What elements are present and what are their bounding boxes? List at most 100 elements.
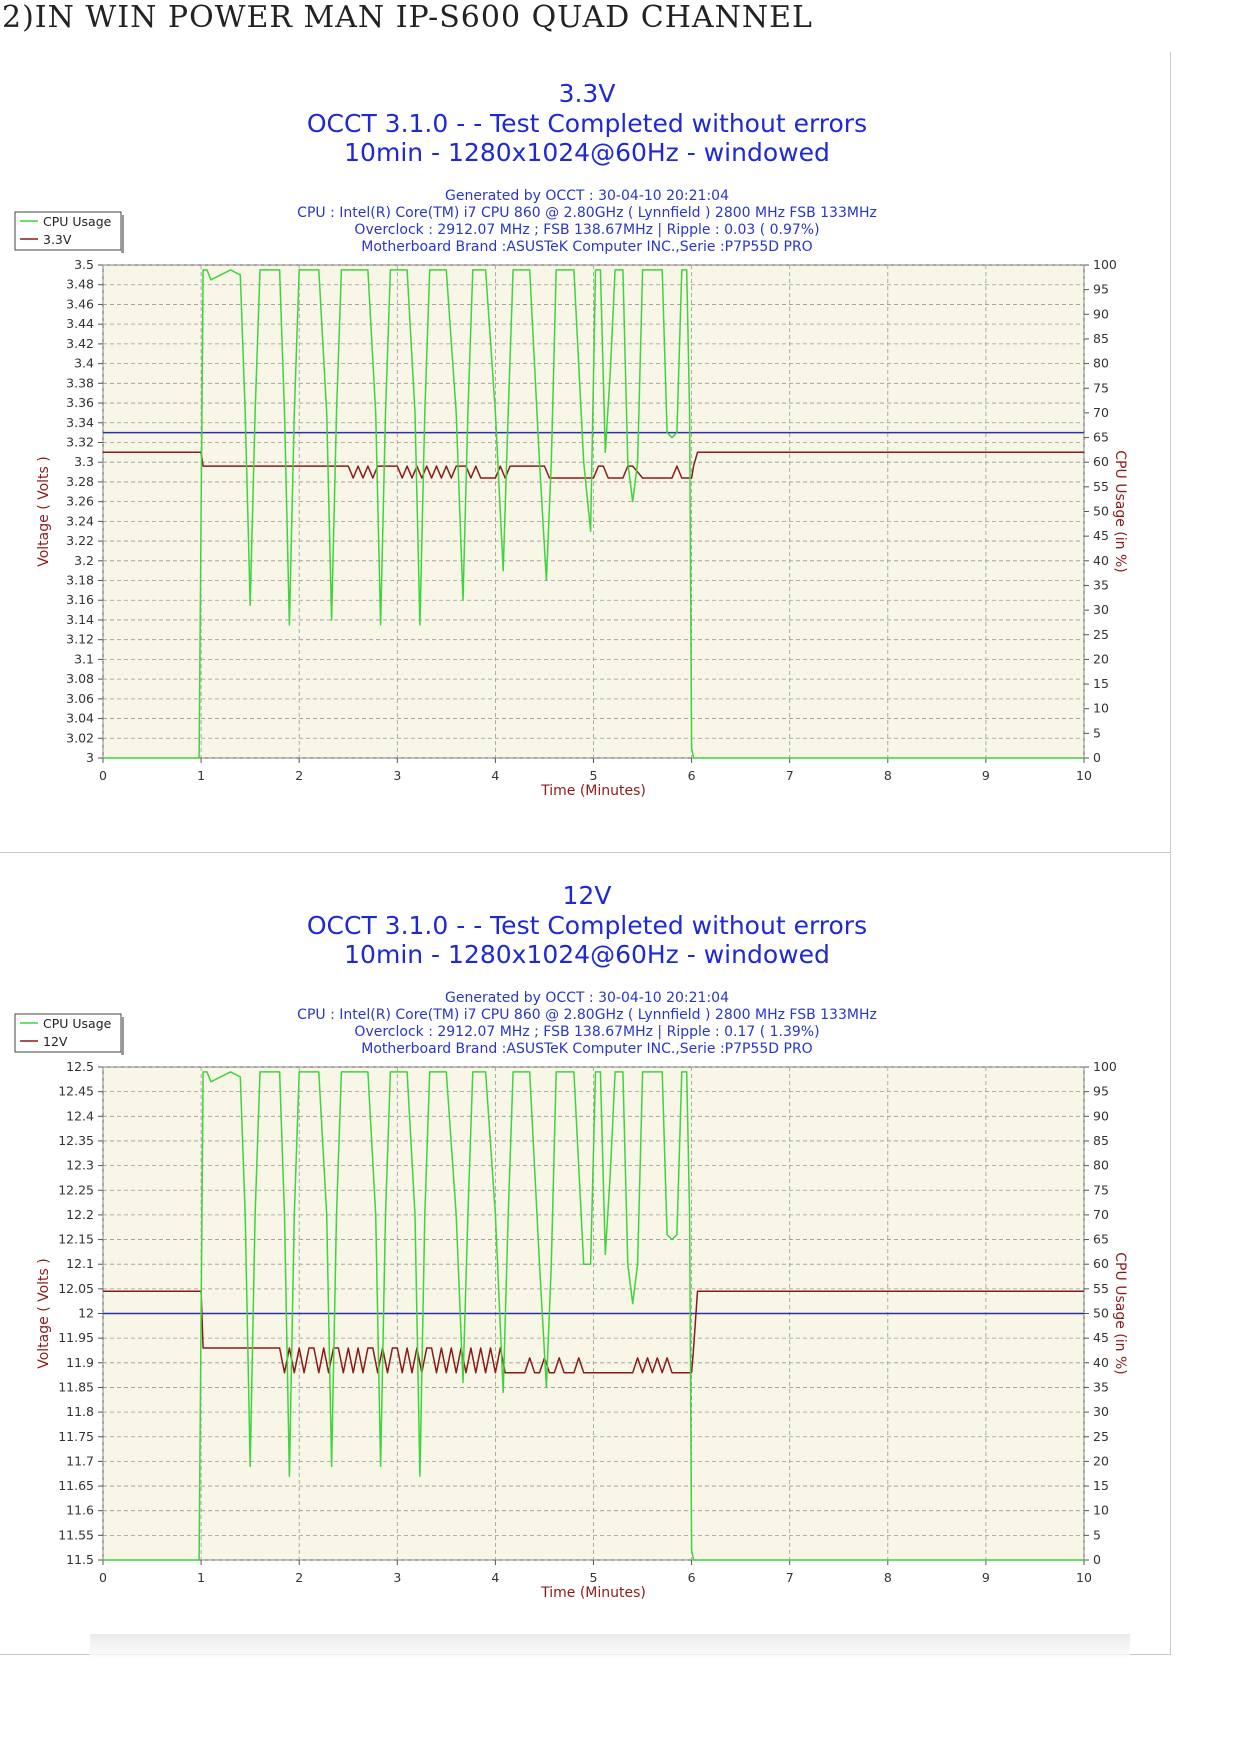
legend: CPU Usage 3.3V [14, 211, 124, 253]
chart-panel-12v: 12V OCCT 3.1.0 - - Test Completed without… [0, 854, 1171, 1655]
y-tick-label-19: 11.55 [58, 1527, 94, 1542]
x-tick-label-5: 5 [590, 768, 598, 783]
series-line-voltage [103, 1290, 1084, 1374]
y-tick-label-15: 11.75 [58, 1429, 94, 1444]
y2-tick-label-20: 0 [1093, 750, 1101, 765]
y-tick-label-8: 12.1 [66, 1256, 94, 1271]
y-tick-label-5: 3.4 [74, 356, 94, 371]
x-tick-label-6: 6 [688, 768, 696, 783]
y-tick-label-7: 12.15 [58, 1232, 94, 1247]
legend-shadow [121, 1017, 124, 1055]
y-tick-label-2: 12.4 [66, 1108, 94, 1123]
y2-tick-label-20: 0 [1093, 1552, 1101, 1567]
x-tick-label-0: 0 [99, 768, 107, 783]
y-tick-label-6: 12.2 [66, 1207, 94, 1222]
y2-tick-label-16: 20 [1093, 651, 1109, 666]
y-tick-label-12: 11.9 [66, 1355, 94, 1370]
y-tick-label-19: 3.12 [66, 632, 94, 647]
x-tick-label-9: 9 [982, 1570, 990, 1585]
y2-tick-label-9: 55 [1093, 479, 1109, 494]
y-tick-label-6: 3.38 [66, 375, 94, 390]
x-tick-label-8: 8 [884, 768, 892, 783]
y-axis-label: Voltage ( Volts ) [36, 456, 52, 567]
series-line-cpu-usage [103, 269, 1084, 759]
x-tick-label-1: 1 [197, 768, 205, 783]
x-tick-label-6: 6 [688, 1570, 696, 1585]
y-tick-label-18: 11.6 [66, 1503, 94, 1518]
x-tick-label-9: 9 [982, 768, 990, 783]
chart-info-line-1: CPU : Intel(R) Core(TM) i7 CPU 860 @ 2.8… [297, 1007, 877, 1023]
chart-subtitle-1: 10min - 1280x1024@60Hz - windowed [344, 138, 830, 167]
y-tick-label-9: 12.05 [58, 1281, 94, 1296]
legend-box [14, 1013, 122, 1053]
y-tick-label-8: 3.34 [66, 415, 94, 430]
y-tick-label-5: 12.25 [58, 1182, 94, 1197]
y2-tick-label-10: 50 [1093, 1306, 1109, 1321]
x-tick-label-4: 4 [491, 768, 499, 783]
y2-tick-label-17: 15 [1093, 676, 1109, 691]
y2-tick-label-1: 95 [1093, 1084, 1109, 1099]
y2-tick-label-8: 60 [1093, 454, 1109, 469]
x-tick-label-8: 8 [884, 1570, 892, 1585]
legend-label-voltage: 12V [43, 1034, 68, 1049]
y2-tick-label-7: 65 [1093, 430, 1109, 445]
y2-tick-label-7: 65 [1093, 1232, 1109, 1247]
y2-tick-label-2: 90 [1093, 306, 1109, 321]
y-tick-label-16: 3.18 [66, 573, 94, 588]
y-tick-label-18: 3.14 [66, 612, 94, 627]
y2-tick-label-12: 40 [1093, 553, 1109, 568]
y-tick-label-11: 11.95 [58, 1330, 94, 1345]
y-tick-label-12: 3.26 [66, 494, 94, 509]
y-tick-label-4: 3.42 [66, 336, 94, 351]
y-tick-label-1: 3.48 [66, 277, 94, 292]
y-tick-label-1: 12.45 [58, 1084, 94, 1099]
y-tick-label-2: 3.46 [66, 296, 94, 311]
y2-tick-label-13: 35 [1093, 1379, 1109, 1394]
y2-tick-label-5: 75 [1093, 1182, 1109, 1197]
y2-tick-label-17: 15 [1093, 1478, 1109, 1493]
y-tick-label-22: 3.06 [66, 691, 94, 706]
y2-tick-label-18: 10 [1093, 701, 1109, 716]
y2-tick-label-3: 85 [1093, 331, 1109, 346]
y2-tick-label-11: 45 [1093, 1330, 1109, 1345]
y2-tick-label-10: 50 [1093, 504, 1109, 519]
y-tick-label-9: 3.32 [66, 434, 94, 449]
chart-title: 12V [563, 881, 612, 910]
y-tick-label-14: 11.8 [66, 1404, 94, 1419]
y-tick-label-4: 12.3 [66, 1158, 94, 1173]
y2-tick-label-5: 75 [1093, 380, 1109, 395]
y2-tick-label-11: 45 [1093, 528, 1109, 543]
y2-tick-label-19: 5 [1093, 1527, 1101, 1542]
document-heading: 2)IN WIN POWER MAN IP-S600 QUAD CHANNEL [2, 0, 813, 35]
chart-info-line-2: Overclock : 2912.07 MHz ; FSB 138.67MHz … [354, 1024, 819, 1040]
y2-tick-label-2: 90 [1093, 1108, 1109, 1123]
y-tick-label-23: 3.04 [66, 711, 94, 726]
y-tick-label-24: 3.02 [66, 730, 94, 745]
x-tick-label-2: 2 [295, 1570, 303, 1585]
y-tick-label-7: 3.36 [66, 395, 94, 410]
y2-tick-label-4: 80 [1093, 1158, 1109, 1173]
y-axis-label: Voltage ( Volts ) [36, 1258, 52, 1369]
y-tick-label-11: 3.28 [66, 474, 94, 489]
y-tick-label-3: 12.35 [58, 1133, 94, 1148]
y-tick-label-15: 3.2 [74, 553, 94, 568]
y2-tick-label-14: 30 [1093, 1404, 1109, 1419]
page-shadow [90, 1634, 1130, 1660]
chart-info-line-1: CPU : Intel(R) Core(TM) i7 CPU 860 @ 2.8… [297, 205, 877, 221]
chart-subtitle-1: 10min - 1280x1024@60Hz - windowed [344, 940, 830, 969]
x-tick-label-10: 10 [1076, 768, 1092, 783]
y2-tick-label-14: 30 [1093, 602, 1109, 617]
legend: CPU Usage 12V [14, 1013, 124, 1055]
y2-tick-label-6: 70 [1093, 405, 1109, 420]
y-tick-label-3: 3.44 [66, 316, 94, 331]
chart-info-line-0: Generated by OCCT : 30-04-10 20:21:04 [445, 188, 729, 204]
y-tick-label-0: 3.5 [74, 257, 94, 272]
series-line-cpu-usage [103, 1071, 1084, 1561]
y-tick-label-20: 3.1 [74, 651, 94, 666]
x-tick-label-3: 3 [393, 768, 401, 783]
y-tick-label-16: 11.7 [66, 1453, 94, 1468]
y-tick-label-21: 3.08 [66, 671, 94, 686]
y2-tick-label-3: 85 [1093, 1133, 1109, 1148]
y-tick-label-17: 11.65 [58, 1478, 94, 1493]
y2-axis-label: CPU Usage (in %) [1112, 1252, 1128, 1374]
